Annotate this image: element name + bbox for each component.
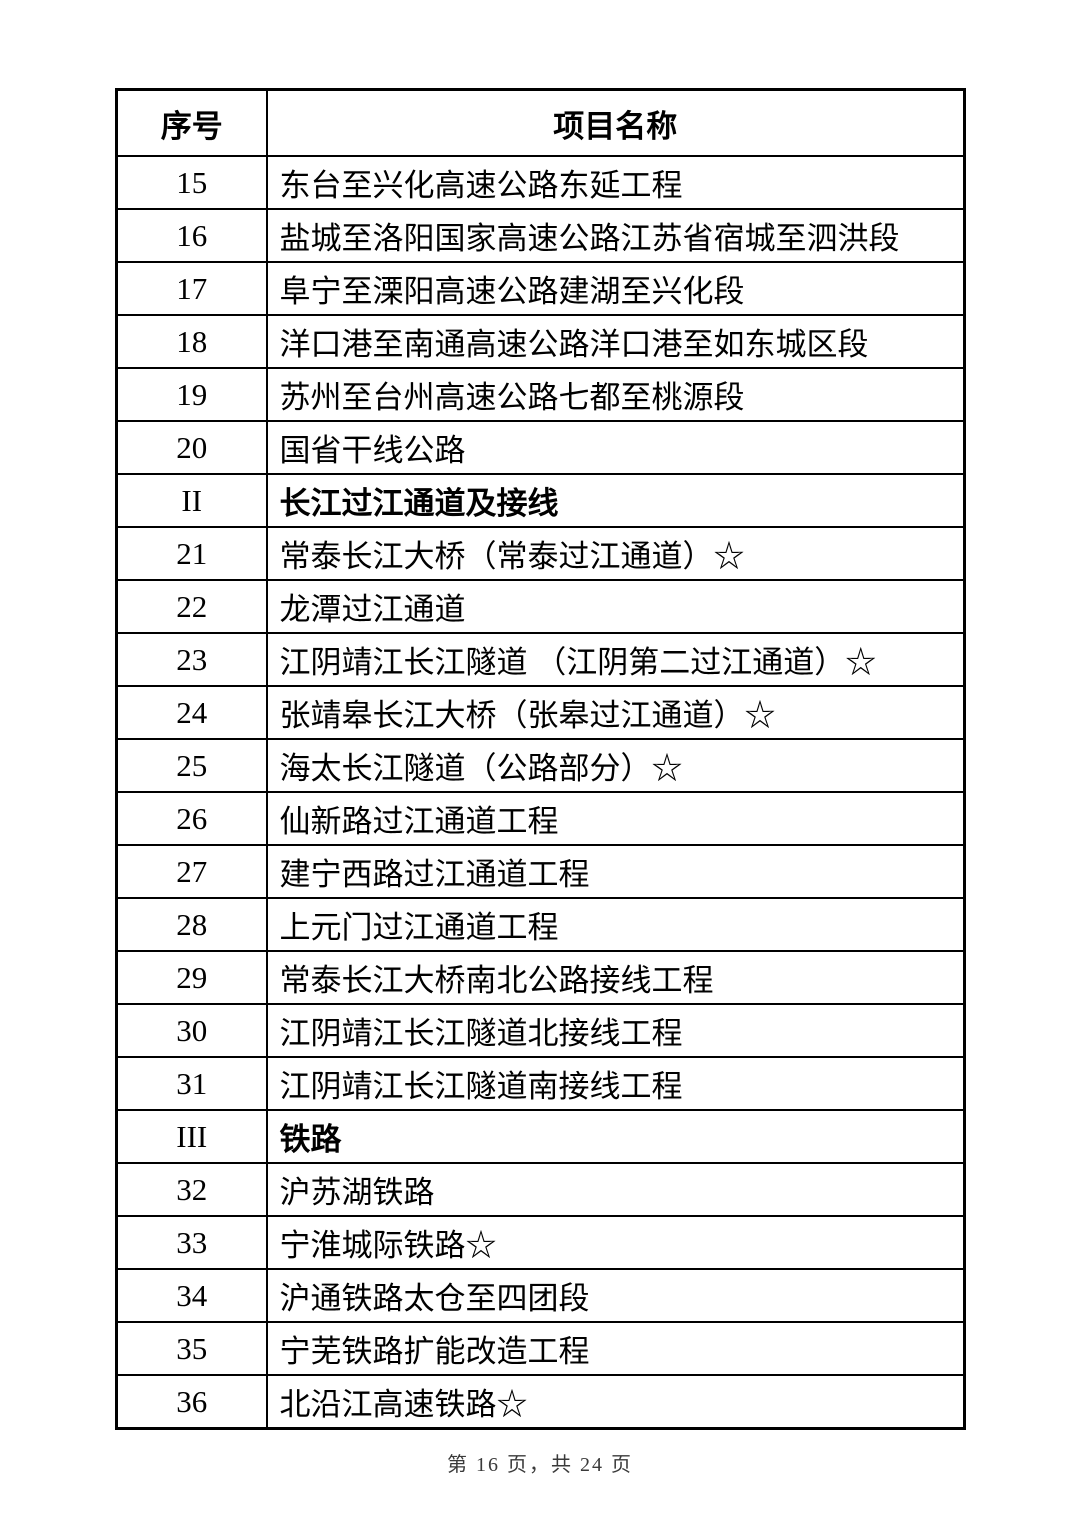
row-number: 22 — [115, 579, 268, 634]
table-row: 34 沪通铁路太仓至四团段 — [115, 1268, 966, 1323]
header-row: 序号 项目名称 — [115, 88, 966, 157]
row-number: II — [115, 473, 268, 528]
project-name: 宁芜铁路扩能改造工程 — [265, 1321, 966, 1376]
row-number: 23 — [115, 632, 268, 687]
project-name: 洋口港至南通高速公路洋口港至如东城区段 — [265, 314, 966, 369]
table-row: 15 东台至兴化高速公路东延工程 — [115, 155, 966, 210]
table-row: 17 阜宁至溧阳高速公路建湖至兴化段 — [115, 261, 966, 316]
row-number: 26 — [115, 791, 268, 846]
project-name: 沪通铁路太仓至四团段 — [265, 1268, 966, 1323]
table-row: 23 江阴靖江长江隧道 （江阴第二过江通道）☆ — [115, 632, 966, 687]
table-header: 序号 项目名称 — [115, 88, 966, 157]
row-number: 24 — [115, 685, 268, 740]
project-name: 铁路 — [265, 1109, 966, 1164]
table-row: 31 江阴靖江长江隧道南接线工程 — [115, 1056, 966, 1111]
project-name: 张靖皋长江大桥（张皋过江通道）☆ — [265, 685, 966, 740]
project-name: 苏州至台州高速公路七都至桃源段 — [265, 367, 966, 422]
project-name: 盐城至洛阳国家高速公路江苏省宿城至泗洪段 — [265, 208, 966, 263]
project-name: 江阴靖江长江隧道北接线工程 — [265, 1003, 966, 1058]
table-row: 28 上元门过江通道工程 — [115, 897, 966, 952]
project-name: 仙新路过江通道工程 — [265, 791, 966, 846]
row-number: 21 — [115, 526, 268, 581]
row-number: III — [115, 1109, 268, 1164]
table-row: 25 海太长江隧道（公路部分）☆ — [115, 738, 966, 793]
table-row: II 长江过江通道及接线 — [115, 473, 966, 528]
row-number: 20 — [115, 420, 268, 475]
row-number: 30 — [115, 1003, 268, 1058]
project-name: 阜宁至溧阳高速公路建湖至兴化段 — [265, 261, 966, 316]
projects-table: 序号 项目名称 15 东台至兴化高速公路东延工程 16 盐城至洛阳国家高速公路江… — [115, 88, 966, 1430]
project-name: 宁淮城际铁路☆ — [265, 1215, 966, 1270]
row-number: 18 — [115, 314, 268, 369]
table-row: 32 沪苏湖铁路 — [115, 1162, 966, 1217]
table-row: 36 北沿江高速铁路☆ — [115, 1374, 966, 1430]
row-number: 35 — [115, 1321, 268, 1376]
table-row: 27 建宁西路过江通道工程 — [115, 844, 966, 899]
row-number: 28 — [115, 897, 268, 952]
row-number: 29 — [115, 950, 268, 1005]
page-indicator: 第 16 页，共 24 页 — [447, 1454, 633, 1476]
project-name: 海太长江隧道（公路部分）☆ — [265, 738, 966, 793]
header-cell-project-name: 项目名称 — [265, 88, 966, 157]
row-number: 36 — [115, 1374, 268, 1430]
table-row: 18 洋口港至南通高速公路洋口港至如东城区段 — [115, 314, 966, 369]
table-row: 33 宁淮城际铁路☆ — [115, 1215, 966, 1270]
project-name: 江阴靖江长江隧道南接线工程 — [265, 1056, 966, 1111]
table-row: 35 宁芜铁路扩能改造工程 — [115, 1321, 966, 1376]
table-row: 29 常泰长江大桥南北公路接线工程 — [115, 950, 966, 1005]
table-row: 21 常泰长江大桥（常泰过江通道）☆ — [115, 526, 966, 581]
project-name: 常泰长江大桥（常泰过江通道）☆ — [265, 526, 966, 581]
project-name: 国省干线公路 — [265, 420, 966, 475]
table-row: 16 盐城至洛阳国家高速公路江苏省宿城至泗洪段 — [115, 208, 966, 263]
row-number: 27 — [115, 844, 268, 899]
project-name: 长江过江通道及接线 — [265, 473, 966, 528]
table-row: 30 江阴靖江长江隧道北接线工程 — [115, 1003, 966, 1058]
project-name: 上元门过江通道工程 — [265, 897, 966, 952]
project-name: 沪苏湖铁路 — [265, 1162, 966, 1217]
project-name: 江阴靖江长江隧道 （江阴第二过江通道）☆ — [265, 632, 966, 687]
table-row: 20 国省干线公路 — [115, 420, 966, 475]
project-name: 龙潭过江通道 — [265, 579, 966, 634]
row-number: 34 — [115, 1268, 268, 1323]
project-name: 东台至兴化高速公路东延工程 — [265, 155, 966, 210]
row-number: 19 — [115, 367, 268, 422]
row-number: 17 — [115, 261, 268, 316]
row-number: 16 — [115, 208, 268, 263]
table-row: 22 龙潭过江通道 — [115, 579, 966, 634]
project-name: 北沿江高速铁路☆ — [265, 1374, 966, 1430]
table-row: 19 苏州至台州高速公路七都至桃源段 — [115, 367, 966, 422]
row-number: 25 — [115, 738, 268, 793]
project-name: 建宁西路过江通道工程 — [265, 844, 966, 899]
table-row: 26 仙新路过江通道工程 — [115, 791, 966, 846]
row-number: 15 — [115, 155, 268, 210]
row-number: 31 — [115, 1056, 268, 1111]
table-body: 15 东台至兴化高速公路东延工程 16 盐城至洛阳国家高速公路江苏省宿城至泗洪段… — [115, 155, 966, 1430]
row-number: 33 — [115, 1215, 268, 1270]
row-number: 32 — [115, 1162, 268, 1217]
table-row: 24 张靖皋长江大桥（张皋过江通道）☆ — [115, 685, 966, 740]
header-cell-number: 序号 — [115, 88, 268, 157]
project-name: 常泰长江大桥南北公路接线工程 — [265, 950, 966, 1005]
table-row: III 铁路 — [115, 1109, 966, 1164]
